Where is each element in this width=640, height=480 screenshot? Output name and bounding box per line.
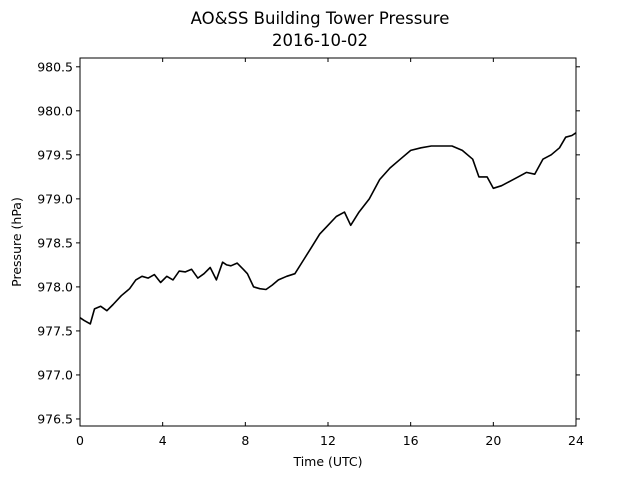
x-tick-label: 12: [320, 433, 336, 448]
pressure-line: [79, 132, 577, 325]
y-tick-label: 976.5: [37, 411, 73, 426]
axis-ticks: [76, 58, 580, 426]
axis-tick-labels: 0 4 8 12 16 20 24 976.5 977.0 977.5 978.0 978.5 979.…: [37, 59, 584, 448]
x-axis-label: Time (UTC): [292, 454, 362, 469]
y-tick-label: 978.0: [37, 279, 73, 294]
y-tick-label: 977.0: [37, 367, 73, 382]
plot-series: [79, 132, 577, 325]
y-axis-label: Pressure (hPa): [9, 197, 24, 287]
plot-frame: [79, 57, 577, 427]
x-tick-label: 20: [485, 433, 501, 448]
y-tick-label: 980.5: [37, 59, 73, 74]
chart-subtitle: 2016-10-02: [272, 31, 368, 50]
chart-title: AO&SS Building Tower Pressure: [191, 9, 450, 28]
x-tick-label: 16: [403, 433, 419, 448]
y-tick-label: 979.5: [37, 147, 73, 162]
x-tick-label: 8: [241, 433, 249, 448]
y-tick-label: 980.0: [37, 103, 73, 118]
y-tick-label: 979.0: [37, 191, 73, 206]
y-tick-label: 977.5: [37, 323, 73, 338]
y-tick-label: 978.5: [37, 235, 73, 250]
x-tick-label: 24: [568, 433, 584, 448]
x-tick-label: 4: [159, 433, 167, 448]
x-tick-label: 0: [76, 433, 84, 448]
